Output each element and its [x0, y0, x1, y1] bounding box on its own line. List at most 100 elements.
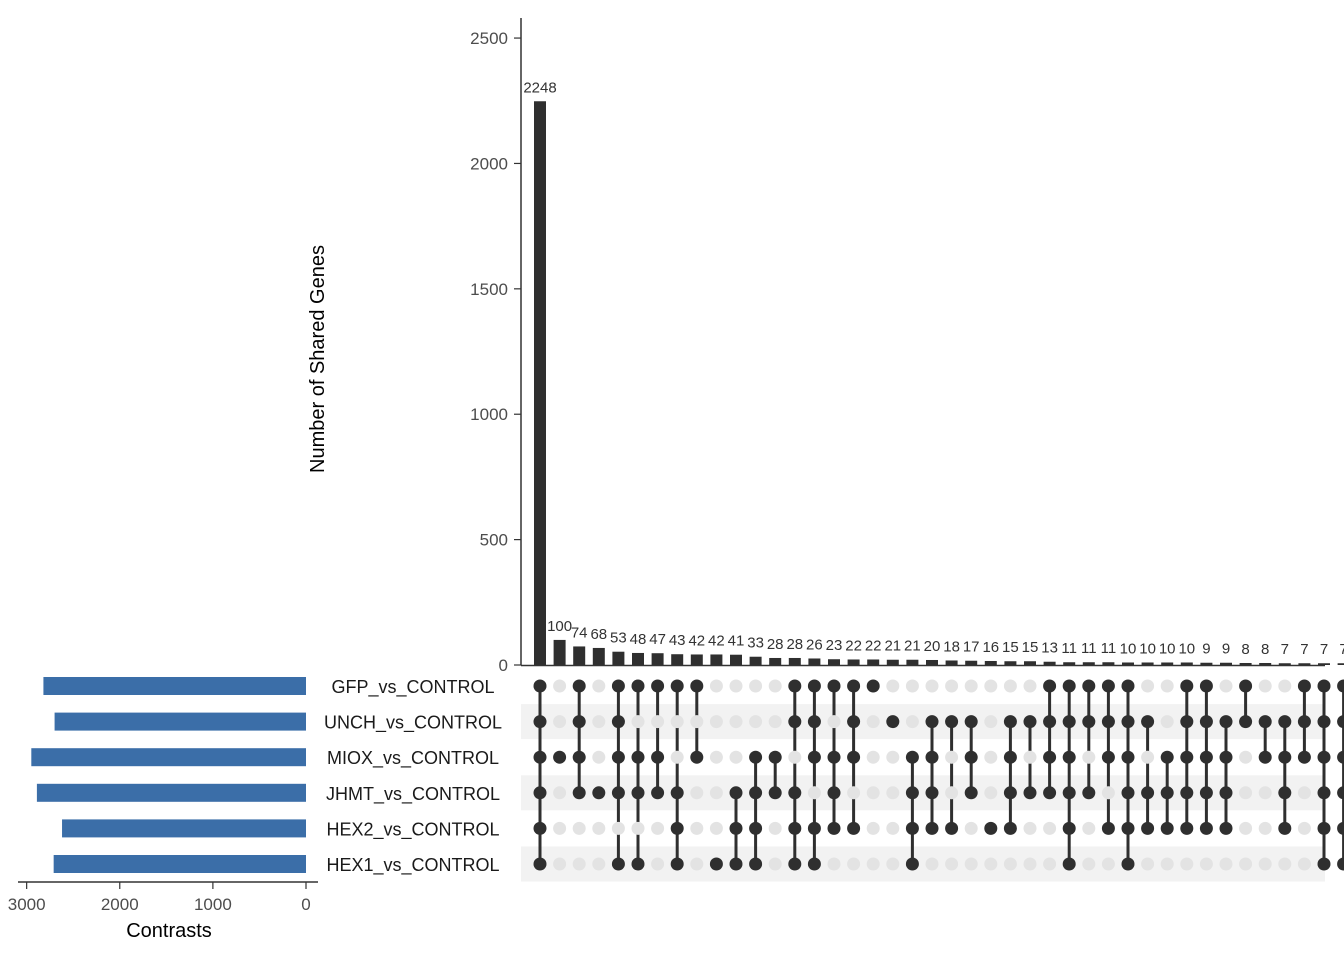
matrix-dot-37-5: [1258, 857, 1272, 871]
matrix-dot-30-0: [1121, 679, 1135, 693]
matrix-dot-14-2: [807, 750, 821, 764]
intersection-bar-label-6: 47: [649, 631, 666, 648]
intersection-bar-label-20: 20: [924, 638, 941, 655]
matrix-dot-18-2: [886, 750, 900, 764]
matrix-dot-29-5: [1101, 857, 1115, 871]
matrix-dot-16-3: [847, 786, 861, 800]
intersection-bar-label-36: 8: [1241, 641, 1249, 658]
matrix-dot-11-4: [749, 821, 763, 835]
intersection-bar-label-0: 2248: [523, 79, 556, 96]
matrix-dot-13-1: [788, 715, 802, 729]
matrix-dot-2-0: [572, 679, 586, 693]
matrix-dot-33-4: [1180, 821, 1194, 835]
intersection-bar-label-15: 23: [826, 637, 843, 654]
matrix-dot-0-0: [533, 679, 547, 693]
intersection-bar-23: [984, 660, 997, 665]
matrix-dot-13-0: [788, 679, 802, 693]
matrix-dot-31-3: [1141, 786, 1155, 800]
matrix-dot-21-3: [945, 786, 959, 800]
matrix-dot-15-5: [827, 857, 841, 871]
matrix-dot-12-5: [768, 857, 782, 871]
matrix-dot-28-0: [1082, 679, 1096, 693]
intersection-bar-label-2: 74: [571, 624, 588, 641]
intersection-bar-10: [730, 654, 742, 665]
matrix-dot-22-2: [964, 750, 978, 764]
matrix-dot-6-4: [651, 821, 665, 835]
matrix-dot-24-4: [1003, 821, 1017, 835]
matrix-dot-32-2: [1160, 750, 1174, 764]
matrix-dot-12-4: [768, 821, 782, 835]
intersection-bar-label-33: 10: [1178, 640, 1195, 657]
matrix-dot-6-1: [651, 715, 665, 729]
matrix-dot-8-4: [690, 821, 704, 835]
intersection-bar-label-34: 9: [1202, 641, 1210, 658]
matrix-dot-32-4: [1160, 821, 1174, 835]
matrix-dot-12-2: [768, 750, 782, 764]
matrix-dot-2-2: [572, 750, 586, 764]
set-label-3: JHMT_vs_CONTROL: [326, 784, 500, 805]
matrix-dot-35-1: [1219, 715, 1233, 729]
matrix-dot-1-1: [553, 715, 567, 729]
matrix-dot-17-2: [866, 750, 880, 764]
matrix-dot-22-3: [964, 786, 978, 800]
set-size-tick-label-2: 1000: [194, 895, 232, 914]
y-tick-label-4: 2000: [470, 154, 508, 173]
matrix-dot-23-3: [984, 786, 998, 800]
matrix-dot-33-0: [1180, 679, 1194, 693]
matrix-dot-34-2: [1199, 750, 1213, 764]
matrix-dot-28-2: [1082, 750, 1096, 764]
intersection-bar-16: [847, 659, 860, 665]
matrix-dot-8-0: [690, 679, 704, 693]
matrix-dot-40-2: [1317, 750, 1331, 764]
matrix-dot-41-3: [1337, 786, 1344, 800]
intersection-bar-label-24: 15: [1002, 639, 1019, 656]
matrix-dot-39-1: [1297, 715, 1311, 729]
matrix-dot-27-3: [1062, 786, 1076, 800]
matrix-dot-30-3: [1121, 786, 1135, 800]
intersection-bar-5: [632, 652, 644, 665]
matrix-dot-2-1: [572, 715, 586, 729]
matrix-dot-39-0: [1297, 679, 1311, 693]
matrix-dot-24-3: [1003, 786, 1017, 800]
matrix-dot-24-0: [1003, 679, 1017, 693]
matrix-dot-23-2: [984, 750, 998, 764]
matrix-dot-30-4: [1121, 821, 1135, 835]
matrix-dot-19-4: [905, 821, 919, 835]
intersection-bar-17: [867, 659, 880, 665]
matrix-dot-38-3: [1278, 786, 1292, 800]
matrix-dot-23-5: [984, 857, 998, 871]
intersection-bar-2: [573, 646, 586, 665]
matrix-dot-1-5: [553, 857, 567, 871]
matrix-dot-8-3: [690, 786, 704, 800]
matrix-dot-31-5: [1141, 857, 1155, 871]
matrix-dot-22-5: [964, 857, 978, 871]
matrix-dot-18-4: [886, 821, 900, 835]
intersection-bar-26: [1043, 661, 1056, 665]
matrix-dot-28-4: [1082, 821, 1096, 835]
matrix-dot-10-3: [729, 786, 743, 800]
matrix-dot-30-2: [1121, 750, 1135, 764]
matrix-dot-36-1: [1239, 715, 1253, 729]
matrix-dot-0-3: [533, 786, 547, 800]
matrix-dot-7-3: [670, 786, 684, 800]
matrix-dot-25-1: [1023, 715, 1037, 729]
matrix-dot-12-3: [768, 786, 782, 800]
matrix-dot-8-5: [690, 857, 704, 871]
matrix-dot-9-4: [709, 821, 723, 835]
matrix-dot-36-0: [1239, 679, 1253, 693]
intersection-bar-7: [671, 654, 684, 665]
matrix-dot-20-2: [925, 750, 939, 764]
matrix-dot-4-1: [611, 715, 625, 729]
matrix-dot-28-1: [1082, 715, 1096, 729]
matrix-dot-39-5: [1297, 857, 1311, 871]
matrix-dot-29-0: [1101, 679, 1115, 693]
matrix-dot-5-4: [631, 821, 645, 835]
matrix-dot-35-0: [1219, 679, 1233, 693]
matrix-dot-11-5: [749, 857, 763, 871]
y-tick-label-0: 0: [499, 656, 508, 675]
matrix-dot-5-5: [631, 857, 645, 871]
matrix-dot-41-4: [1337, 821, 1344, 835]
matrix-dot-11-3: [749, 786, 763, 800]
intersection-bar-label-39: 7: [1300, 641, 1308, 658]
matrix-dot-0-4: [533, 821, 547, 835]
